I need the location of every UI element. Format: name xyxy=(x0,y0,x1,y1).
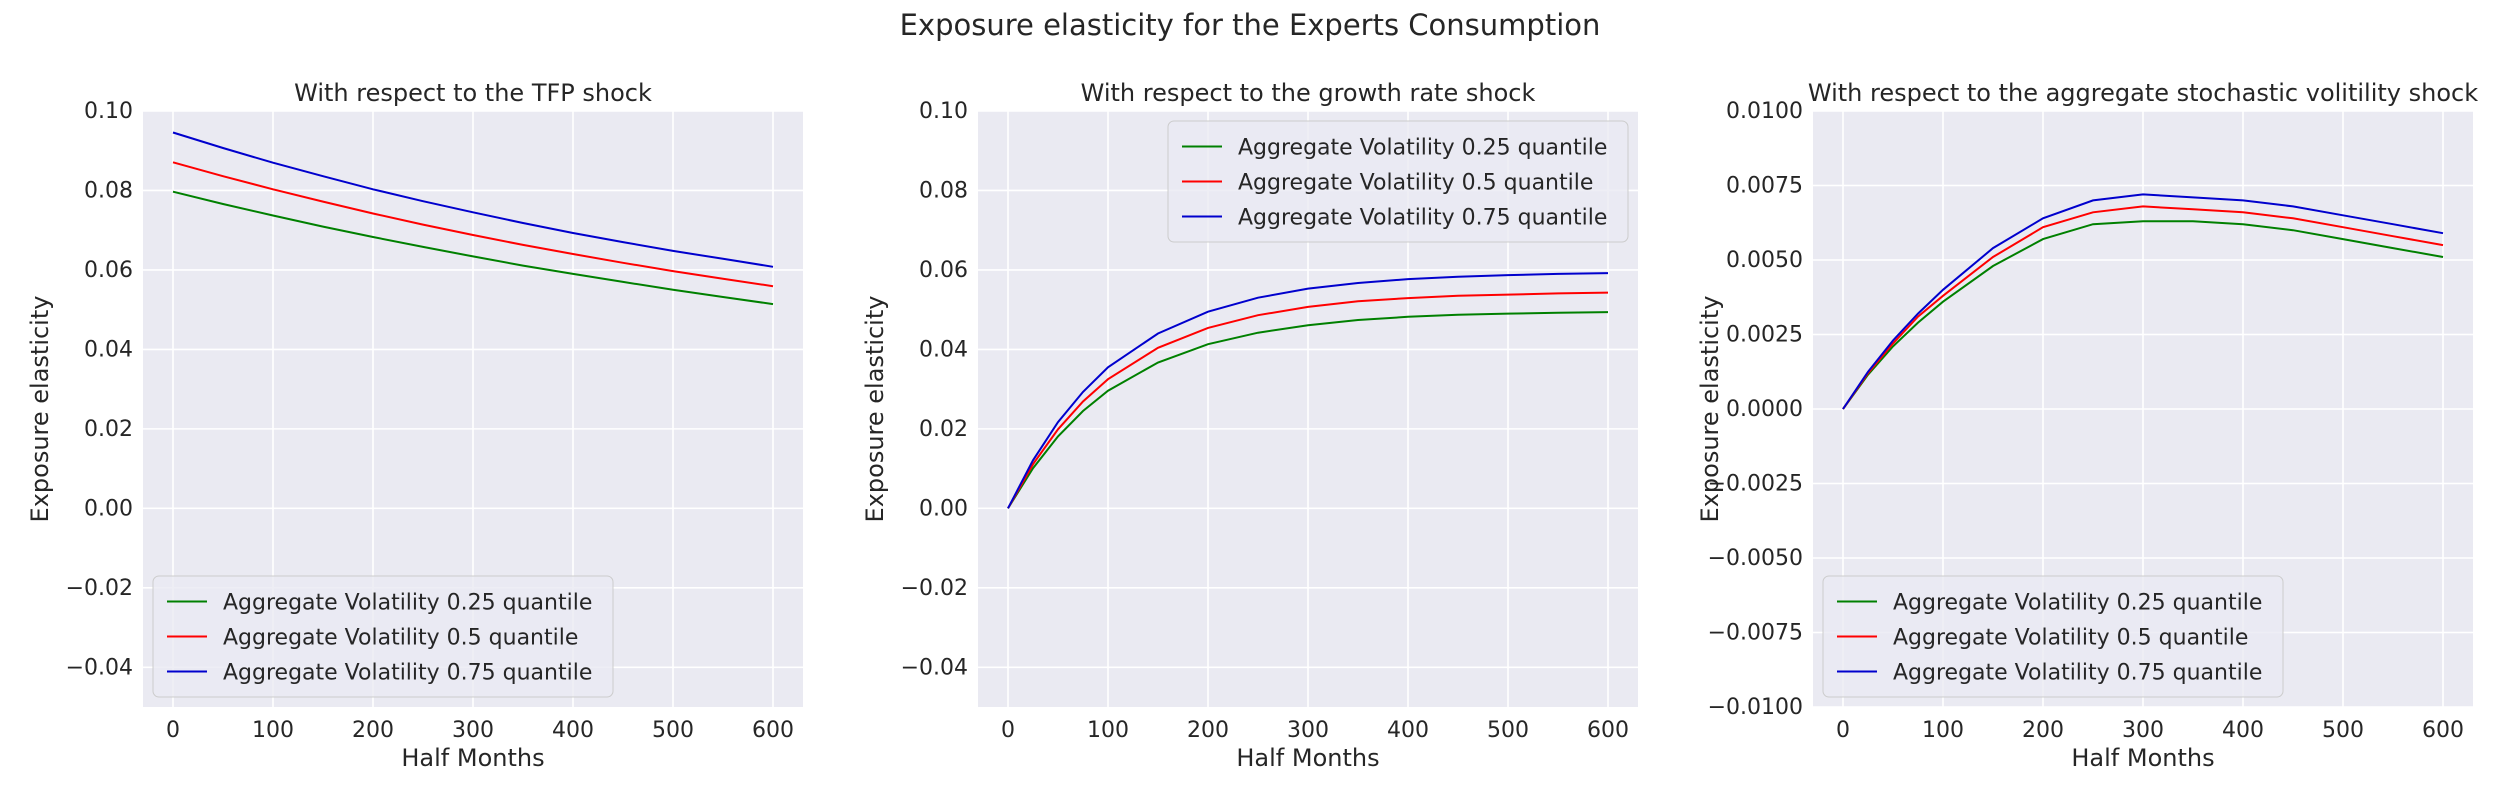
y-tick-label: 0.02 xyxy=(84,417,133,442)
y-tick-label: 0.08 xyxy=(919,178,968,203)
y-tick-label: 0.00 xyxy=(84,496,133,521)
y-tick-label: 0.0075 xyxy=(1726,174,1803,199)
legend: Aggregate Volatility 0.25 quantile Aggreg… xyxy=(1167,120,1629,243)
legend: Aggregate Volatility 0.25 quantile Aggreg… xyxy=(1822,575,2284,698)
y-axis-label: Exposure elasticity xyxy=(26,296,54,523)
x-tick-label: 100 xyxy=(1087,718,1129,743)
x-axis-label: Half Months xyxy=(401,744,544,772)
series-line-1 xyxy=(1842,220,2444,410)
legend-label: Aggregate Volatility 0.75 quantile xyxy=(1238,206,1607,231)
y-tick-label: 0.02 xyxy=(919,417,968,442)
y-tick-label: −0.0025 xyxy=(1708,472,1803,497)
x-tick-label: 200 xyxy=(2022,718,2064,743)
series-line-2 xyxy=(1842,205,2444,410)
chart-title: With respect to the TFP shock xyxy=(294,79,652,107)
legend-label: Aggregate Volatility 0.25 quantile xyxy=(1238,136,1607,161)
series-line-3 xyxy=(172,131,774,268)
x-tick-label: 500 xyxy=(1487,718,1529,743)
legend: Aggregate Volatility 0.25 quantile Aggreg… xyxy=(152,575,614,698)
legend-box xyxy=(152,575,614,698)
y-tick-label: 0.08 xyxy=(84,178,133,203)
x-axis-label: Half Months xyxy=(1236,744,1379,772)
chart-panel-2: 0 100 200 300 400 500 600 −0.04 −0.02 0.00 0.02 0.0… xyxy=(861,79,1638,772)
x-tick-label: 500 xyxy=(652,718,694,743)
legend-box xyxy=(1167,120,1629,243)
x-tick-label: 300 xyxy=(1287,718,1329,743)
x-tick-label: 600 xyxy=(2422,718,2464,743)
y-tick-label: 0.04 xyxy=(919,337,968,362)
y-tick-label: 0.06 xyxy=(919,258,968,283)
legend-label: Aggregate Volatility 0.5 quantile xyxy=(223,626,578,651)
figure-title: Exposure elasticity for the Experts Cons… xyxy=(899,8,1601,42)
y-tick-label: −0.02 xyxy=(66,576,133,601)
x-tick-label: 600 xyxy=(1587,718,1629,743)
y-tick-label: 0.0025 xyxy=(1726,323,1803,348)
legend-label: Aggregate Volatility 0.75 quantile xyxy=(1893,661,2262,686)
legend-label: Aggregate Volatility 0.5 quantile xyxy=(1238,171,1593,196)
y-tick-label: −0.02 xyxy=(901,576,968,601)
y-tick-label: −0.0050 xyxy=(1708,546,1803,571)
legend-label: Aggregate Volatility 0.25 quantile xyxy=(223,591,592,616)
series-line-1 xyxy=(1007,311,1609,509)
y-axis-label: Exposure elasticity xyxy=(861,296,889,523)
x-tick-label: 200 xyxy=(352,718,394,743)
y-tick-label: 0.06 xyxy=(84,258,133,283)
legend-label: Aggregate Volatility 0.5 quantile xyxy=(1893,626,2248,651)
x-tick-label: 0 xyxy=(166,718,180,743)
y-tick-label: 0.0050 xyxy=(1726,248,1803,273)
x-tick-label: 400 xyxy=(1387,718,1429,743)
y-tick-label: 0.0000 xyxy=(1726,397,1803,422)
y-tick-label: −0.04 xyxy=(66,655,133,680)
y-tick-label: 0.10 xyxy=(919,99,968,124)
y-axis-label: Exposure elasticity xyxy=(1696,296,1724,523)
y-tick-label: −0.04 xyxy=(901,655,968,680)
series-line-3 xyxy=(1007,272,1609,509)
y-tick-label: 0.00 xyxy=(919,496,968,521)
y-tick-label: 0.10 xyxy=(84,99,133,124)
series-line-1 xyxy=(172,190,774,306)
chart-panel-1: 0 100 200 300 400 500 600 −0.04 −0.02 0.00 0.02 0.0… xyxy=(26,79,803,772)
x-tick-label: 500 xyxy=(2322,718,2364,743)
y-tick-label: 0.04 xyxy=(84,337,133,362)
chart-panel-3: 0 100 200 300 400 500 600 −0.0100 −0.0075 −0.0050… xyxy=(1696,79,2478,772)
x-tick-label: 100 xyxy=(252,718,294,743)
x-axis-label: Half Months xyxy=(2071,744,2214,772)
x-tick-label: 300 xyxy=(452,718,494,743)
chart-title: With respect to the aggregate stochastic… xyxy=(1808,79,2478,107)
legend-label: Aggregate Volatility 0.25 quantile xyxy=(1893,591,2262,616)
x-tick-label: 400 xyxy=(552,718,594,743)
legend-box xyxy=(1822,575,2284,698)
series-line-3 xyxy=(1842,193,2444,410)
x-tick-label: 0 xyxy=(1836,718,1850,743)
x-tick-label: 600 xyxy=(752,718,794,743)
series-line-2 xyxy=(1007,291,1609,509)
x-tick-label: 200 xyxy=(1187,718,1229,743)
x-tick-label: 0 xyxy=(1001,718,1015,743)
x-tick-label: 400 xyxy=(2222,718,2264,743)
y-tick-label: −0.0075 xyxy=(1708,621,1803,646)
y-tick-label: −0.0100 xyxy=(1708,695,1803,720)
series-line-2 xyxy=(172,161,774,288)
chart-title: With respect to the growth rate shock xyxy=(1081,79,1536,107)
x-tick-label: 100 xyxy=(1922,718,1964,743)
x-tick-label: 300 xyxy=(2122,718,2164,743)
y-tick-label: 0.0100 xyxy=(1726,99,1803,124)
legend-label: Aggregate Volatility 0.75 quantile xyxy=(223,661,592,686)
